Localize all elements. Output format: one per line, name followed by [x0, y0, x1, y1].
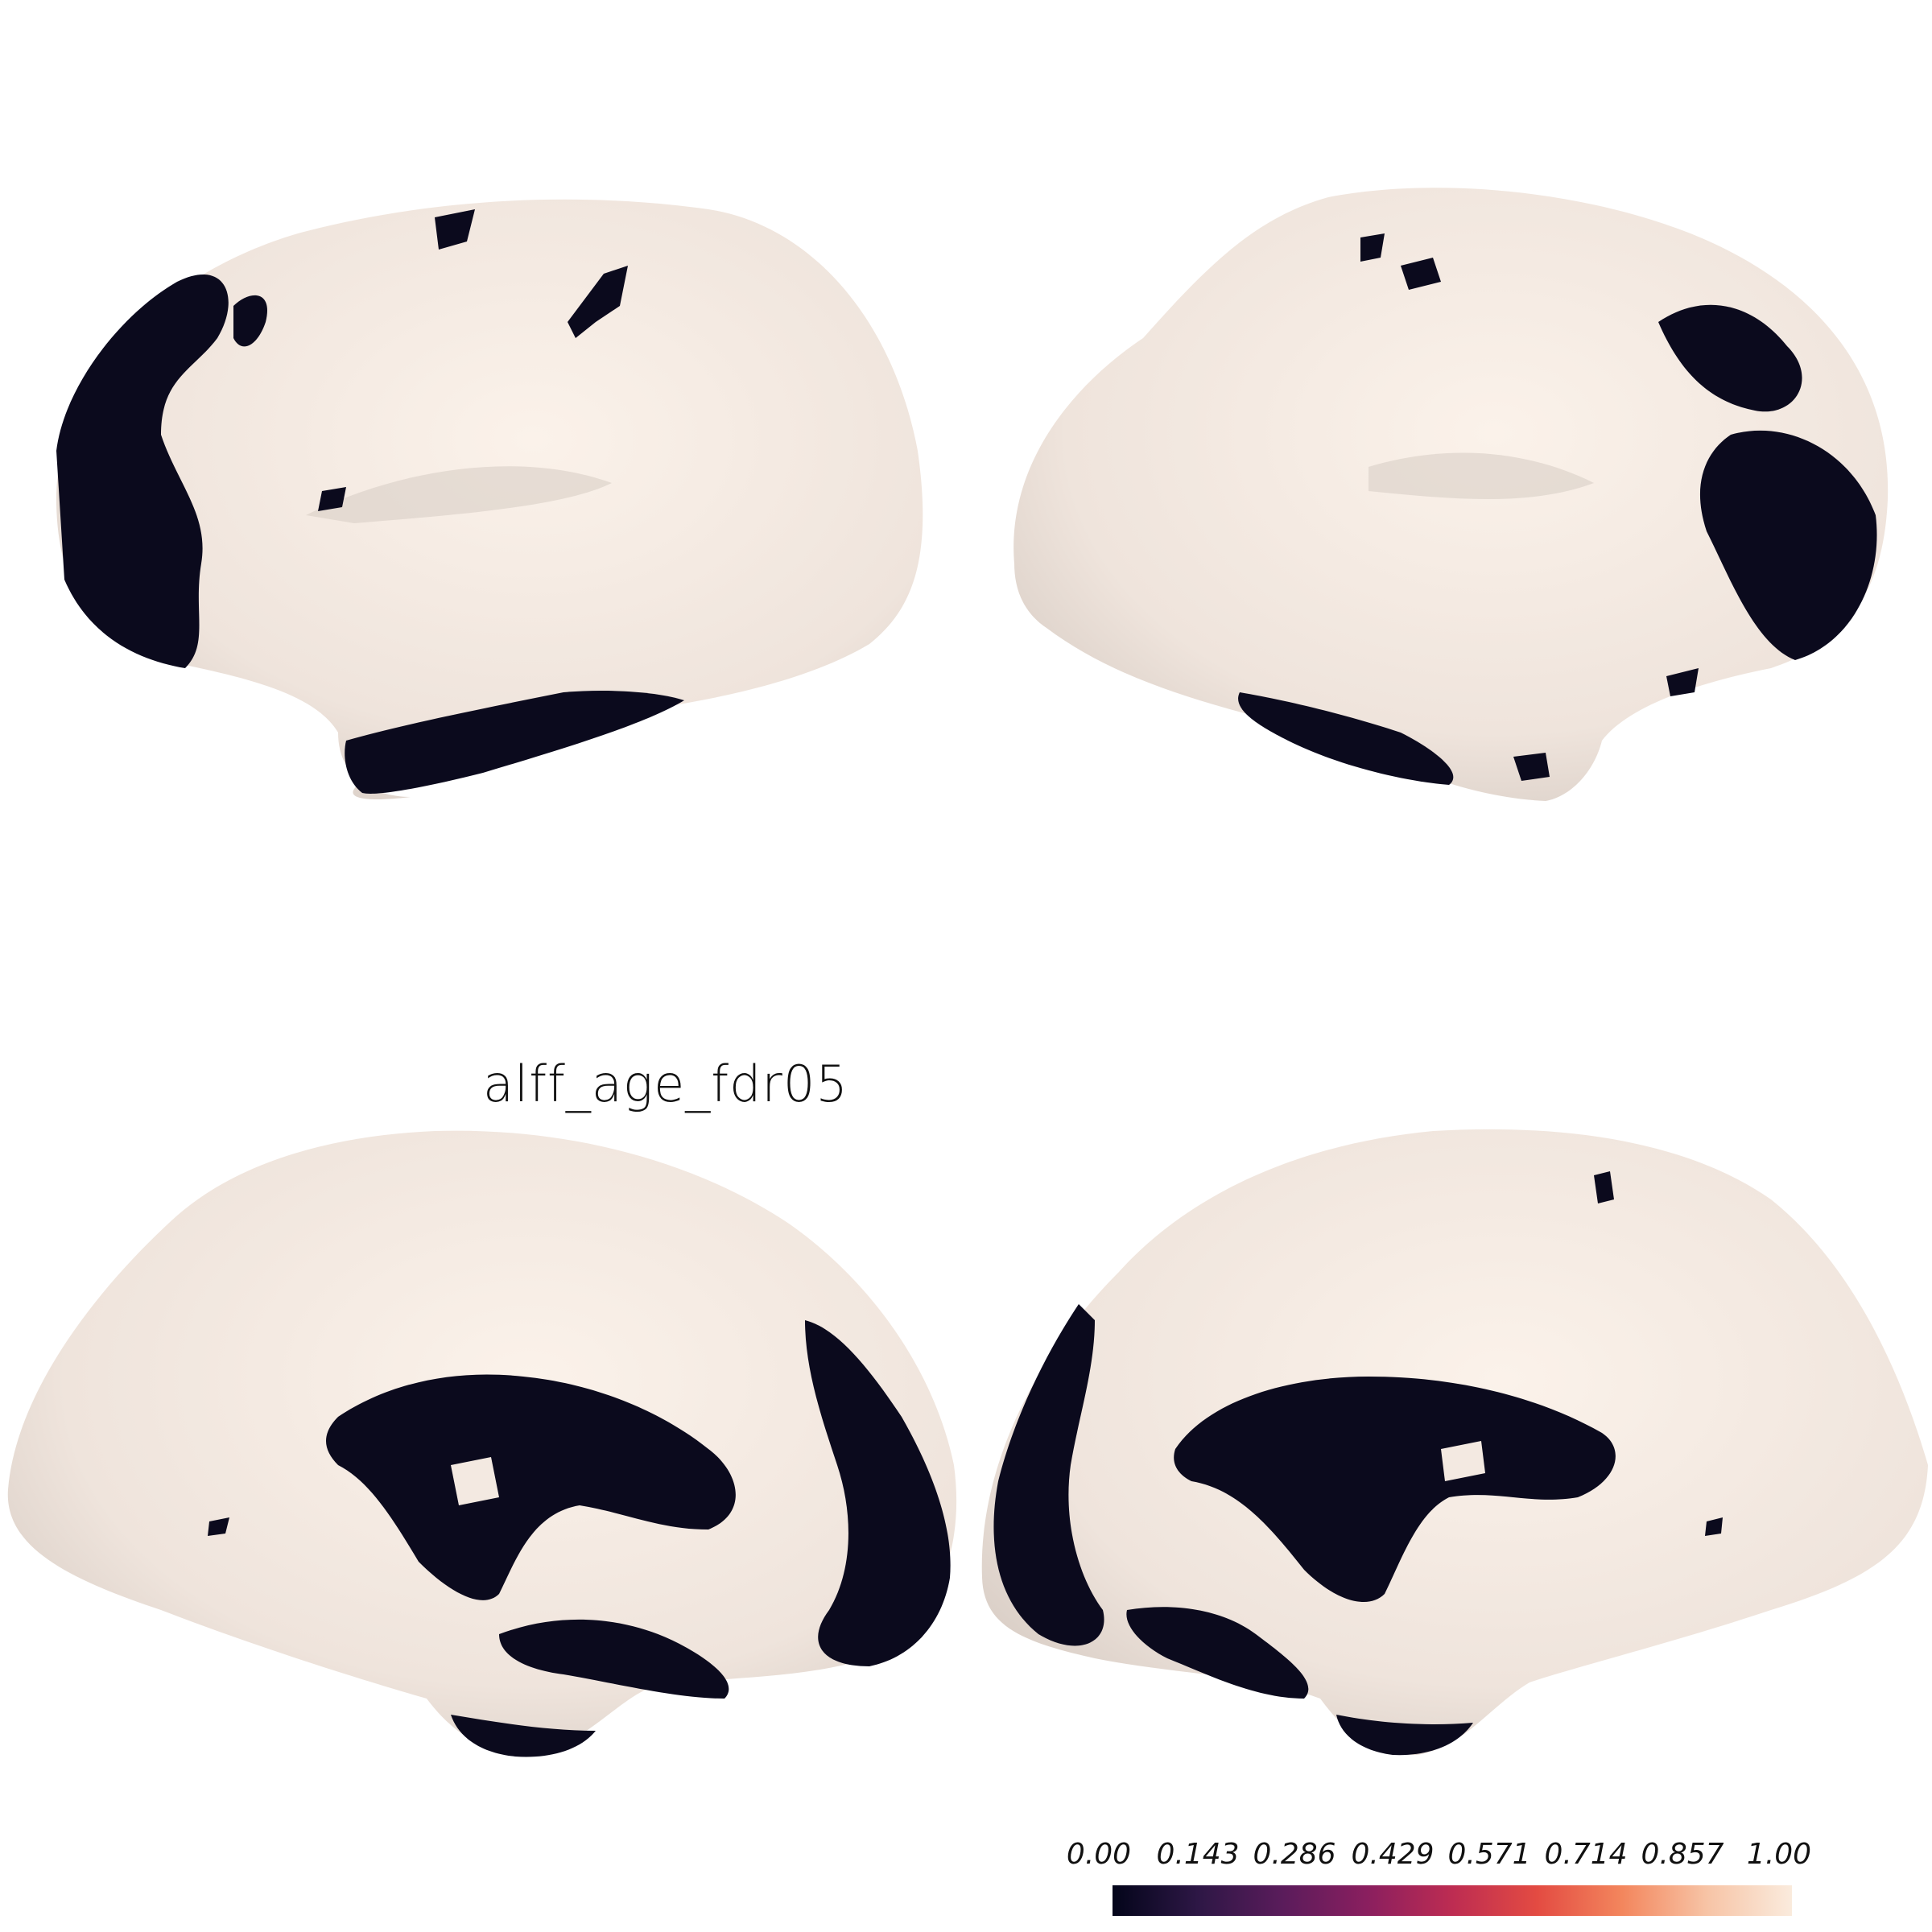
cluster — [499, 1619, 729, 1699]
colorbar-tick: 1.00 — [1746, 1838, 1812, 1871]
right-medial-hemisphere — [981, 1129, 1928, 1756]
cluster — [1513, 753, 1550, 781]
cluster — [345, 691, 684, 794]
colorbar — [1113, 1885, 1792, 1916]
cluster — [1336, 1715, 1473, 1756]
right-lateral-hemisphere — [1013, 188, 1889, 801]
cluster — [233, 295, 267, 347]
colorbar-tick: 0.571 — [1447, 1838, 1531, 1871]
cluster — [1401, 258, 1441, 290]
cluster — [1238, 692, 1454, 785]
cluster — [318, 487, 346, 511]
colorbar-tick: 0.286 — [1253, 1838, 1336, 1871]
colorbar-tick: 0.714 — [1544, 1838, 1628, 1871]
cluster — [805, 1320, 951, 1666]
left-lateral-hemisphere — [56, 199, 923, 799]
cluster — [1658, 304, 1802, 412]
cluster — [1666, 668, 1699, 696]
cluster — [1360, 233, 1385, 262]
colorbar-tick: 0.143 — [1156, 1838, 1240, 1871]
colorbar-tick: 0.857 — [1641, 1838, 1724, 1871]
colorbar-tick: 0.429 — [1351, 1838, 1435, 1871]
left-medial-hemisphere — [7, 1130, 957, 1757]
figure-title: alff_age_fdr05 — [483, 1055, 848, 1113]
colorbar-tick: 0.00 — [1066, 1838, 1132, 1871]
cluster — [1699, 430, 1877, 660]
cluster — [451, 1715, 596, 1757]
colorbar-tick-labels: 0.00 0.143 0.286 0.429 0.571 0.714 0.857… — [1063, 1838, 1835, 1878]
cluster — [1126, 1607, 1309, 1699]
cluster — [208, 1517, 229, 1536]
cluster — [993, 1304, 1104, 1646]
cluster — [1705, 1517, 1723, 1536]
cluster — [1174, 1377, 1616, 1602]
cluster — [435, 209, 475, 250]
cluster — [326, 1374, 736, 1600]
cluster — [56, 274, 229, 668]
cluster — [1594, 1171, 1614, 1203]
cluster — [568, 266, 628, 338]
